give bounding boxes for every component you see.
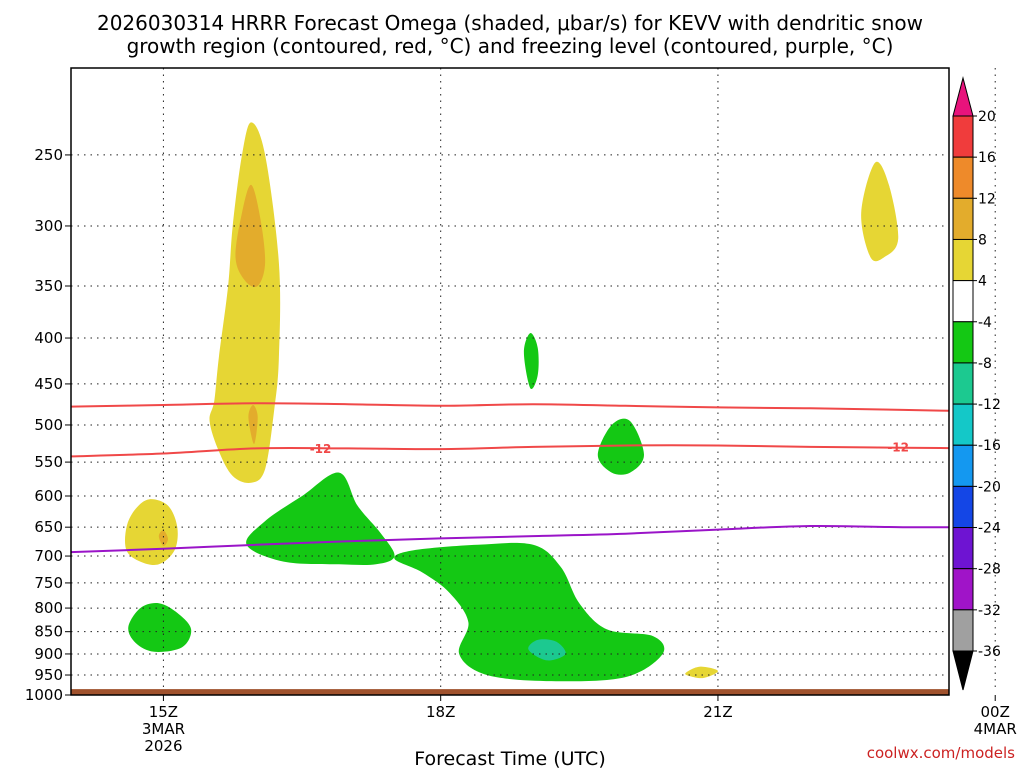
colorbar-box-9 xyxy=(952,485,974,529)
credit-text: coolwx.com/models xyxy=(867,744,1015,762)
colorbar-box-5 xyxy=(952,321,974,364)
omega-region-9 xyxy=(523,333,539,390)
omega-region-12 xyxy=(861,161,899,262)
y-tick-label-900: 900 xyxy=(34,645,63,663)
colorbar-label-12: -32 xyxy=(978,603,1001,619)
colorbar-top-arrow xyxy=(952,76,974,117)
dgz-line--18 xyxy=(71,402,949,412)
colorbar-label-7: -12 xyxy=(978,397,1001,413)
x-axis-ticks: 15Z3MAR202618Z21Z00Z4MAR03Z06Z xyxy=(142,695,1017,755)
dgz-label--12-1: -12 xyxy=(887,441,909,455)
freezing-level-line xyxy=(71,524,949,554)
x-tick-label-21Z-0: 21Z xyxy=(703,703,732,721)
dgz-line--12 xyxy=(71,444,949,458)
y-tick-label-650: 650 xyxy=(34,518,63,536)
colorbar-box-4 xyxy=(952,280,974,323)
omega-region-11 xyxy=(685,666,718,679)
ground-surface xyxy=(71,689,949,695)
colorbar-box-0 xyxy=(952,115,974,158)
y-tick-label-500: 500 xyxy=(34,416,63,434)
x-tick-label-00Z-1: 4MAR xyxy=(974,720,1017,738)
y-tick-label-250: 250 xyxy=(34,146,63,164)
y-tick-label-450: 450 xyxy=(34,375,63,393)
colorbar-bottom-arrow xyxy=(952,650,974,691)
y-tick-label-850: 850 xyxy=(34,623,63,641)
x-tick-label-15Z-0: 15Z xyxy=(149,703,178,721)
omega-region-8 xyxy=(528,639,566,661)
x-tick-label-18Z-0: 18Z xyxy=(426,703,455,721)
contour-labels: -18-12-12-120 xyxy=(310,441,909,457)
colorbar: 20 16 12 8 4 -4 -8 -12 -16 -20 -24 -28 -32 -36 xyxy=(952,76,1001,691)
colorbar-box-8 xyxy=(952,444,974,487)
omega-region-7 xyxy=(394,542,665,682)
y-tick-label-800: 800 xyxy=(34,599,63,617)
omega-region-6 xyxy=(246,472,395,566)
x-tick-label-15Z-1: 3MAR xyxy=(142,720,185,738)
x-axis-label: Forecast Time (UTC) xyxy=(414,748,605,768)
y-tick-label-750: 750 xyxy=(34,574,63,592)
colorbar-label-8: -16 xyxy=(978,438,1001,454)
y-tick-label-350: 350 xyxy=(34,277,63,295)
colorbar-box-6 xyxy=(952,362,974,405)
colorbar-box-7 xyxy=(952,403,974,446)
colorbar-label-13: -36 xyxy=(978,644,1001,660)
y-tick-label-700: 700 xyxy=(34,547,63,565)
dgz-extra-label-0: -12 xyxy=(310,442,332,456)
y-tick-label-1000: 1000 xyxy=(25,686,63,704)
colorbar-label-11: -28 xyxy=(978,562,1001,578)
y-tick-label-600: 600 xyxy=(34,487,63,505)
colorbar-label-9: -20 xyxy=(978,479,1001,495)
colorbar-box-12 xyxy=(952,609,974,652)
colorbar-box-2 xyxy=(952,197,974,240)
colorbar-label-0: 20 xyxy=(978,109,996,125)
chart-title-line2: growth region (contoured, red, °C) and f… xyxy=(127,34,894,58)
colorbar-label-5: -4 xyxy=(978,315,992,331)
colorbar-label-6: -8 xyxy=(978,356,992,372)
y-tick-label-300: 300 xyxy=(34,217,63,235)
colorbar-label-2: 12 xyxy=(978,191,996,207)
omega-region-10 xyxy=(597,418,644,475)
colorbar-label-1: 16 xyxy=(978,150,996,166)
x-tick-label-00Z-0: 00Z xyxy=(981,703,1010,721)
y-tick-label-950: 950 xyxy=(34,666,63,684)
colorbar-label-10: -24 xyxy=(978,521,1001,537)
chart-title-line1: 2026030314 HRRR Forecast Omega (shaded, … xyxy=(97,11,923,35)
omega-region-1 xyxy=(235,184,266,288)
colorbar-box-11 xyxy=(952,568,974,611)
colorbar-label-3: 8 xyxy=(978,232,987,248)
y-tick-label-400: 400 xyxy=(34,329,63,347)
x-tick-label-15Z-2: 2026 xyxy=(144,737,182,755)
omega-region-18 xyxy=(994,584,1024,688)
omega-region-4 xyxy=(158,530,168,546)
y-axis-ticks: 250 300 350 400 450 500 550 600 650 700 750 800 850 9… xyxy=(25,146,71,704)
omega-region-3 xyxy=(124,499,178,566)
colorbar-box-3 xyxy=(952,238,974,282)
colorbar-box-10 xyxy=(952,527,974,570)
omega-region-5 xyxy=(128,603,192,652)
colorbar-label-4: 4 xyxy=(978,274,987,290)
y-tick-label-550: 550 xyxy=(34,453,63,471)
colorbar-box-1 xyxy=(952,156,974,199)
contour-lines xyxy=(71,402,949,554)
plot-frame xyxy=(70,67,950,696)
omega-region-0 xyxy=(209,122,281,484)
